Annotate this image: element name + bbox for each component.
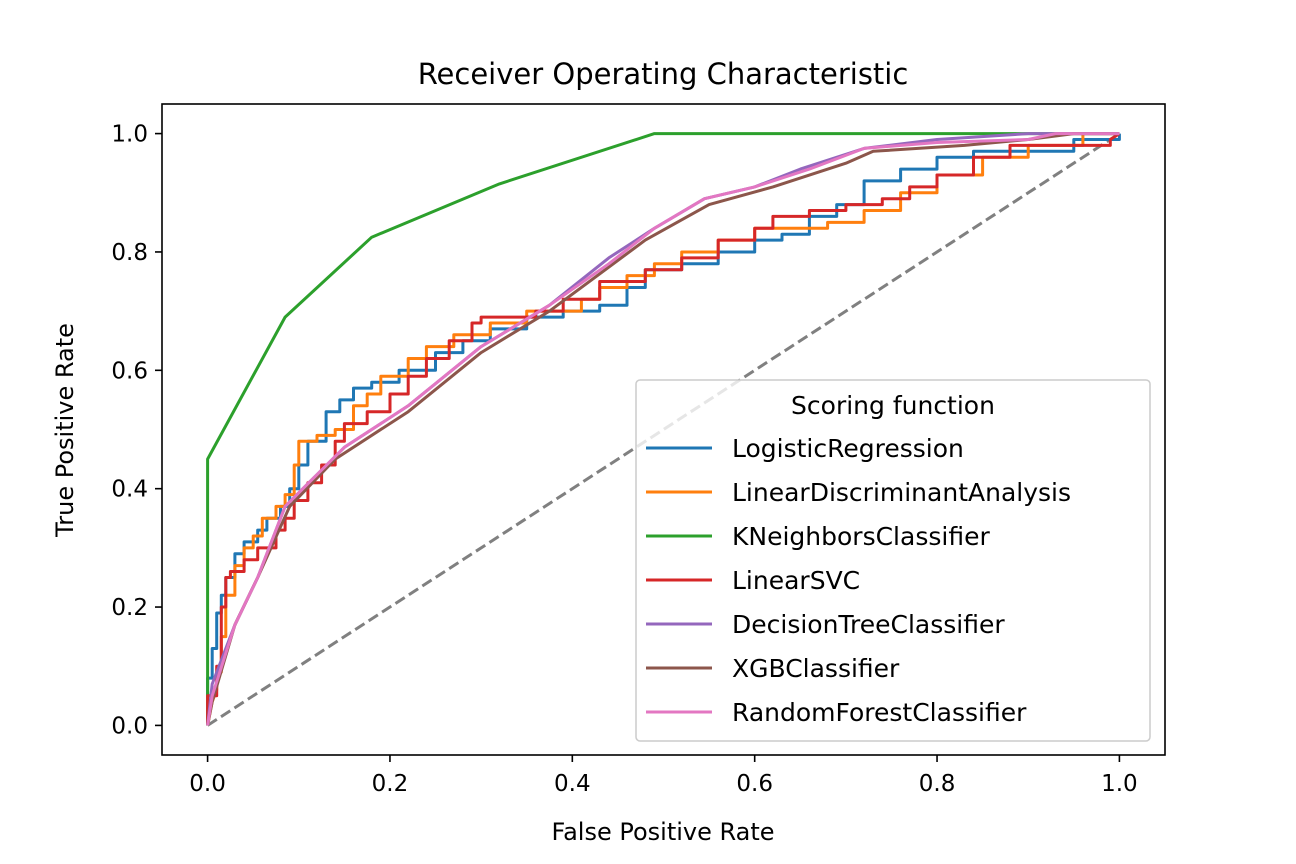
legend-item-5: XGBClassifier — [732, 654, 900, 683]
series-line-6 — [206, 132, 1120, 726]
chart-title: Receiver Operating Characteristic — [418, 57, 909, 91]
legend-item-3: LinearSVC — [732, 566, 860, 595]
legend-item-4: DecisionTreeClassifier — [732, 610, 1005, 639]
y-tick-label: 0.6 — [111, 358, 148, 384]
legend-item-1: LinearDiscriminantAnalysis — [732, 478, 1071, 507]
legend: Scoring function LogisticRegression Linear… — [635, 379, 1151, 742]
legend-box — [635, 379, 1151, 742]
y-tick-label: 0.8 — [111, 240, 148, 266]
legend-title: Scoring function — [791, 391, 995, 420]
plot-frame — [161, 103, 1166, 756]
y-axis-label: True Positive Rate — [51, 323, 79, 538]
y-tick-label: 0.2 — [111, 595, 148, 621]
legend-item-0: LogisticRegression — [732, 434, 964, 463]
y-tick-label: 1.0 — [111, 122, 148, 148]
x-axis: 0.0 0.2 0.4 0.6 0.8 1.0 — [189, 755, 1138, 797]
chance-line — [206, 132, 1121, 727]
x-axis-label: False Positive Rate — [551, 818, 774, 846]
plot-area — [206, 132, 1121, 727]
y-axis: 0.0 0.2 0.4 0.6 0.8 1.0 — [111, 122, 162, 739]
x-tick-label: 0.4 — [554, 771, 591, 797]
series-line-2 — [206, 132, 1120, 726]
legend-item-2: KNeighborsClassifier — [732, 522, 990, 551]
y-tick-label: 0.0 — [111, 713, 148, 739]
x-tick-label: 0.0 — [189, 771, 226, 797]
x-tick-label: 0.8 — [919, 771, 956, 797]
x-tick-label: 1.0 — [1101, 771, 1138, 797]
x-tick-label: 0.2 — [372, 771, 409, 797]
legend-item-6: RandomForestClassifier — [732, 698, 1027, 727]
y-tick-label: 0.4 — [111, 477, 148, 503]
series-line-3 — [206, 132, 1121, 726]
x-tick-label: 0.6 — [736, 771, 773, 797]
